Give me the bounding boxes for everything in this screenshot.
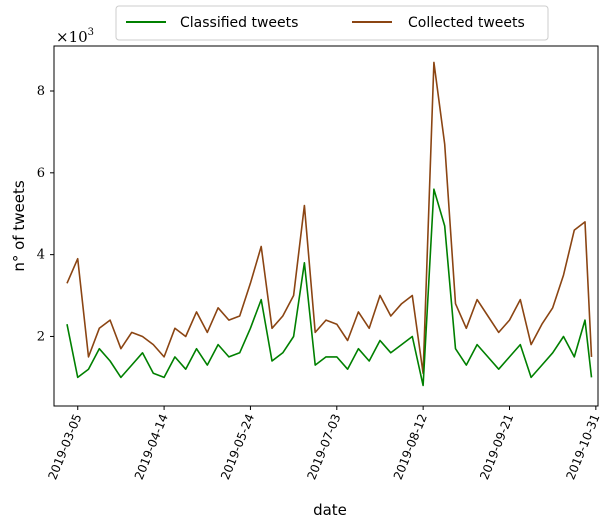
series-layer [66, 61, 593, 387]
series-line-classified [66, 188, 593, 387]
y-tick-label: 2 [37, 329, 45, 344]
x-axis: 2019-03-05 2019-04-14 2019-05-24 2019-07-03… [45, 406, 603, 482]
y-multiplier-prefix: ×10 [56, 28, 88, 46]
y-multiplier-exponent: 3 [88, 27, 94, 38]
x-tick-label: 2019-03-05 [45, 412, 84, 482]
x-tick-label: 2019-09-21 [477, 412, 516, 482]
y-tick-label: 4 [37, 248, 45, 263]
legend-box [115, 5, 549, 41]
y-multiplier: ×103 [56, 27, 94, 46]
x-tick-label: 2019-07-03 [304, 412, 343, 482]
x-tick-label: 2019-10-31 [563, 412, 602, 482]
x-tick-label: 2019-04-14 [132, 412, 171, 482]
legend-label-classified: Classified tweets [180, 15, 298, 31]
y-tick-label: 8 [37, 84, 45, 99]
plot-frame [53, 45, 599, 407]
y-tick-label: 6 [37, 166, 45, 181]
series-line-collected [66, 61, 593, 375]
y-axis: 2 4 6 8 [37, 84, 54, 344]
legend-label-collected: Collected tweets [408, 15, 525, 31]
legend: Classified tweets Collected tweets [115, 5, 549, 41]
x-tick-label: 2019-05-24 [218, 412, 257, 482]
x-axis-label: date [313, 501, 347, 519]
y-axis-label: n° of tweets [10, 180, 28, 271]
x-tick-label: 2019-08-12 [391, 412, 430, 482]
